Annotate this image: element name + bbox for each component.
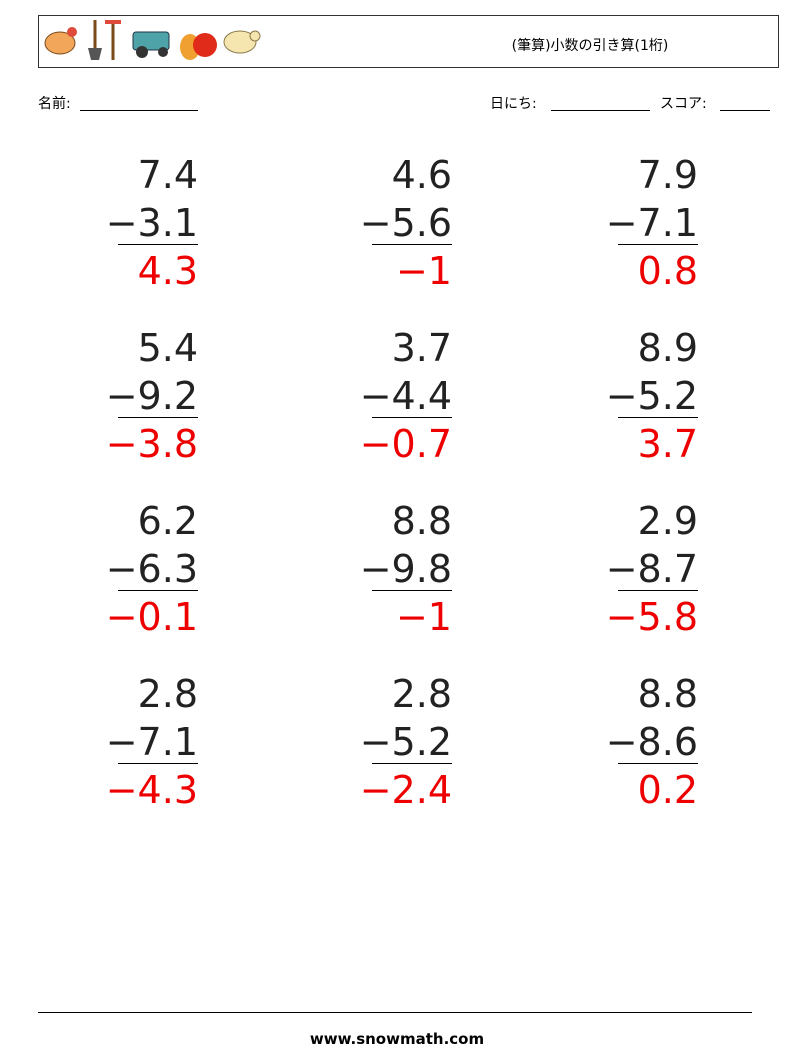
footer-site: www.snowmath.com [310, 1030, 484, 1048]
answer: −1 [396, 595, 452, 639]
answer: −2.4 [360, 768, 452, 812]
answer: −1 [396, 249, 452, 293]
bottom-number: −3.1 [106, 201, 198, 245]
top-number: 2.8 [138, 672, 198, 716]
header-icons [44, 20, 261, 60]
bottom-number: −5.6 [360, 201, 452, 245]
top-number: 2.9 [638, 499, 698, 543]
answer: −0.7 [360, 422, 452, 466]
problems: 7.4−3.14.34.6−5.6−17.9−7.10.85.4−9.2−3.8… [106, 153, 698, 812]
top-number: 2.8 [392, 672, 452, 716]
bottom-number: −8.7 [606, 547, 698, 591]
bottom-number: −5.2 [360, 720, 452, 764]
top-number: 7.4 [138, 153, 198, 197]
bottom-number: −4.4 [360, 374, 452, 418]
answer: 0.8 [638, 249, 698, 293]
bottom-number: −9.8 [360, 547, 452, 591]
top-number: 7.9 [638, 153, 698, 197]
bottom-number: −7.1 [106, 720, 198, 764]
header-box [38, 15, 779, 68]
top-number: 4.6 [392, 153, 452, 197]
top-number: 8.9 [638, 326, 698, 370]
date-label: 日にち: [490, 96, 537, 112]
bottom-number: −7.1 [606, 201, 698, 245]
answer: 4.3 [138, 249, 198, 293]
top-number: 3.7 [392, 326, 452, 370]
score-label: スコア: [660, 96, 707, 112]
top-number: 8.8 [638, 672, 698, 716]
answer: 3.7 [638, 422, 698, 466]
answer: −5.8 [606, 595, 698, 639]
bottom-number: −9.2 [106, 374, 198, 418]
answer: −0.1 [106, 595, 198, 639]
bottom-number: −8.6 [606, 720, 698, 764]
name-label: 名前: [38, 95, 71, 112]
bottom-number: −5.2 [606, 374, 698, 418]
answer: 0.2 [638, 768, 698, 812]
title: (筆算)小数の引き算(1桁) [512, 38, 669, 54]
answer: −4.3 [106, 768, 198, 812]
top-number: 8.8 [392, 499, 452, 543]
bottom-number: −6.3 [106, 547, 198, 591]
top-number: 6.2 [138, 499, 198, 543]
answer: −3.8 [106, 422, 198, 466]
top-number: 5.4 [138, 326, 198, 370]
